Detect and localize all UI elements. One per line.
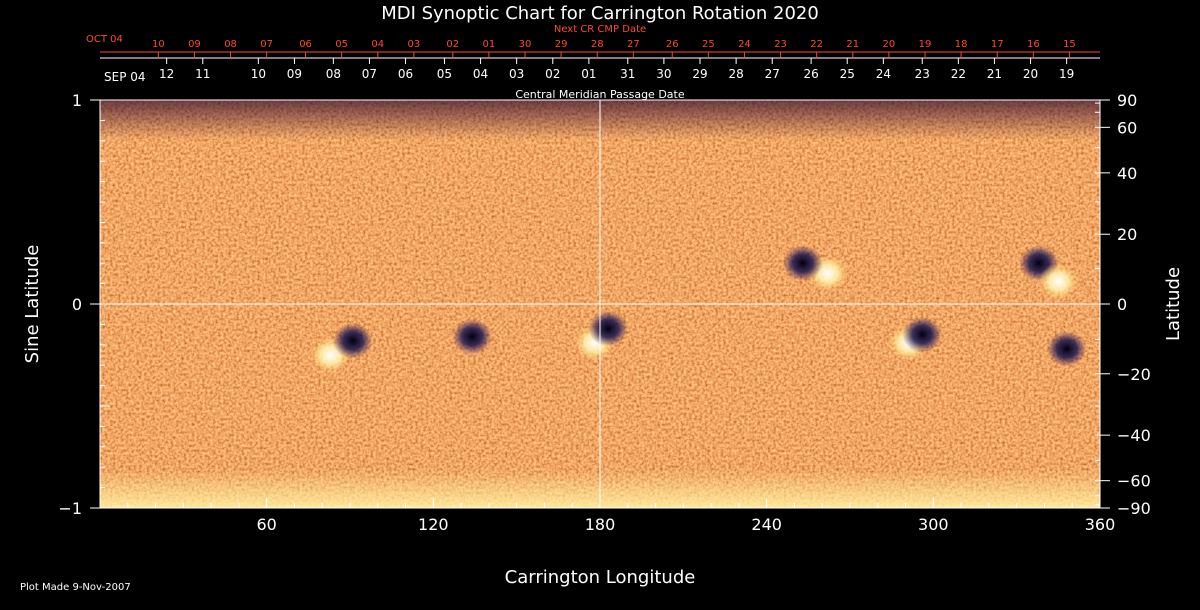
right-tick-label: −90 <box>1117 499 1151 518</box>
next-cr-tick-label: 17 <box>991 39 1004 50</box>
x-tick-label: 360 <box>1085 515 1116 534</box>
next-cr-tick-label: 19 <box>919 39 932 50</box>
left-tick-label: 0 <box>72 295 82 314</box>
cmp-tick-label: 07 <box>362 67 377 81</box>
cmp-tick-label: 30 <box>656 67 671 81</box>
next-cr-tick-label: 08 <box>224 39 237 50</box>
right-tick-label: 20 <box>1117 225 1137 244</box>
x-tick-label: 60 <box>256 515 276 534</box>
cmp-tick-label: 02 <box>545 67 560 81</box>
next-cr-tick-label: 18 <box>955 39 968 50</box>
cmp-tick-label: 08 <box>326 67 341 81</box>
cmp-tick-label: 21 <box>987 67 1002 81</box>
next-cr-tick-label: 21 <box>846 39 859 50</box>
right-tick-label: −40 <box>1117 426 1151 445</box>
negative-polarity-region <box>452 318 493 355</box>
next-cr-tick-label: 10 <box>152 39 165 50</box>
x-tick-label: 240 <box>751 515 782 534</box>
next-cr-tick-label: 23 <box>774 39 787 50</box>
cmp-tick-label: 23 <box>915 67 930 81</box>
cmp-tick-label: 11 <box>195 67 210 81</box>
left-tick-label: −1 <box>58 499 82 518</box>
right-tick-label: −20 <box>1117 365 1151 384</box>
cmp-tick-label: 05 <box>437 67 452 81</box>
next-cr-tick-label: 06 <box>299 39 312 50</box>
next-cr-tick-label: 20 <box>883 39 896 50</box>
cmp-axis-label: Central Meridian Passage Date <box>515 88 684 101</box>
cmp-tick-label: 26 <box>803 67 818 81</box>
right-tick-label: 0 <box>1117 295 1127 314</box>
next-cr-tick-label: 01 <box>483 39 496 50</box>
cmp-tick-label: 22 <box>951 67 966 81</box>
x-tick-label: 300 <box>918 515 949 534</box>
cmp-tick-label: 27 <box>765 67 780 81</box>
cmp-tick-label: 09 <box>287 67 302 81</box>
right-axis-ticks: 90 60 40 20 0 −20 −40 −60 −90 <box>1095 91 1151 518</box>
chart-title: MDI Synoptic Chart for Carrington Rotati… <box>381 3 819 24</box>
next-cr-tick-label: 25 <box>702 39 715 50</box>
left-axis-ticks: 1 0 −1 <box>58 91 110 518</box>
next-cr-month-label: OCT 04 <box>86 34 123 45</box>
next-cr-tick-label: 15 <box>1063 39 1076 50</box>
negative-polarity-region <box>782 245 823 282</box>
cmp-month-label: SEP 04 <box>104 70 146 84</box>
next-cr-axis-label: Next CR CMP Date <box>554 24 646 35</box>
x-axis-label: Carrington Longitude <box>505 567 696 588</box>
plot-made-note: Plot Made 9-Nov-2007 <box>20 582 131 593</box>
cmp-tick-label: 01 <box>581 67 596 81</box>
next-cr-tick-label: 09 <box>188 39 201 50</box>
next-cr-tick-label: 22 <box>810 39 823 50</box>
right-tick-label: 90 <box>1117 91 1137 110</box>
x-tick-label: 180 <box>585 515 616 534</box>
next-cr-ticks: 10 09 08 07 06 05 04 03 02 01 30 29 28 27 26 25 24 23 22 21… <box>152 39 1076 57</box>
next-cr-tick-label: 05 <box>335 39 348 50</box>
x-tick-label: 120 <box>418 515 449 534</box>
left-tick-label: 1 <box>72 91 82 110</box>
next-cr-tick-label: 03 <box>408 39 421 50</box>
next-cr-tick-label: 02 <box>446 39 459 50</box>
next-cr-tick-label: 30 <box>519 39 532 50</box>
cmp-tick-label: 20 <box>1023 67 1038 81</box>
cmp-tick-label: 29 <box>692 67 707 81</box>
cmp-tick-label: 03 <box>509 67 524 81</box>
cmp-tick-label: 24 <box>876 67 891 81</box>
positive-polarity-region <box>1038 263 1079 300</box>
next-cr-tick-label: 16 <box>1027 39 1040 50</box>
right-axis-label: Latitude <box>1163 267 1184 341</box>
cmp-tick-label: 19 <box>1059 67 1074 81</box>
active-regions <box>310 245 1087 373</box>
negative-polarity-region <box>1046 330 1087 367</box>
cmp-tick-label: 28 <box>728 67 743 81</box>
cmp-ticks: 12 11 10 09 08 07 06 05 04 03 02 01 31 30 29 28 27 26 25 24… <box>159 58 1074 81</box>
next-cr-tick-label: 04 <box>371 39 384 50</box>
next-cr-tick-label: 24 <box>738 39 751 50</box>
cmp-tick-label: 25 <box>840 67 855 81</box>
next-cr-tick-label: 07 <box>260 39 273 50</box>
next-cr-tick-label: 29 <box>555 39 568 50</box>
cmp-tick-label: 12 <box>159 67 174 81</box>
next-cr-tick-label: 28 <box>591 39 604 50</box>
left-axis-label: Sine Latitude <box>22 245 43 364</box>
cmp-tick-label: 04 <box>473 67 488 81</box>
cmp-tick-label: 31 <box>620 67 635 81</box>
negative-polarity-region <box>332 322 373 359</box>
cmp-tick-label: 06 <box>398 67 413 81</box>
right-tick-label: 60 <box>1117 118 1137 137</box>
next-cr-tick-label: 26 <box>666 39 679 50</box>
right-tick-label: −60 <box>1117 472 1151 491</box>
negative-polarity-region <box>902 316 943 353</box>
next-cr-tick-label: 27 <box>627 39 640 50</box>
x-axis-ticks: 60 120 180 240 300 360 <box>127 498 1116 534</box>
cmp-tick-label: 10 <box>251 67 266 81</box>
right-tick-label: 40 <box>1117 164 1137 183</box>
negative-polarity-region <box>588 310 629 347</box>
